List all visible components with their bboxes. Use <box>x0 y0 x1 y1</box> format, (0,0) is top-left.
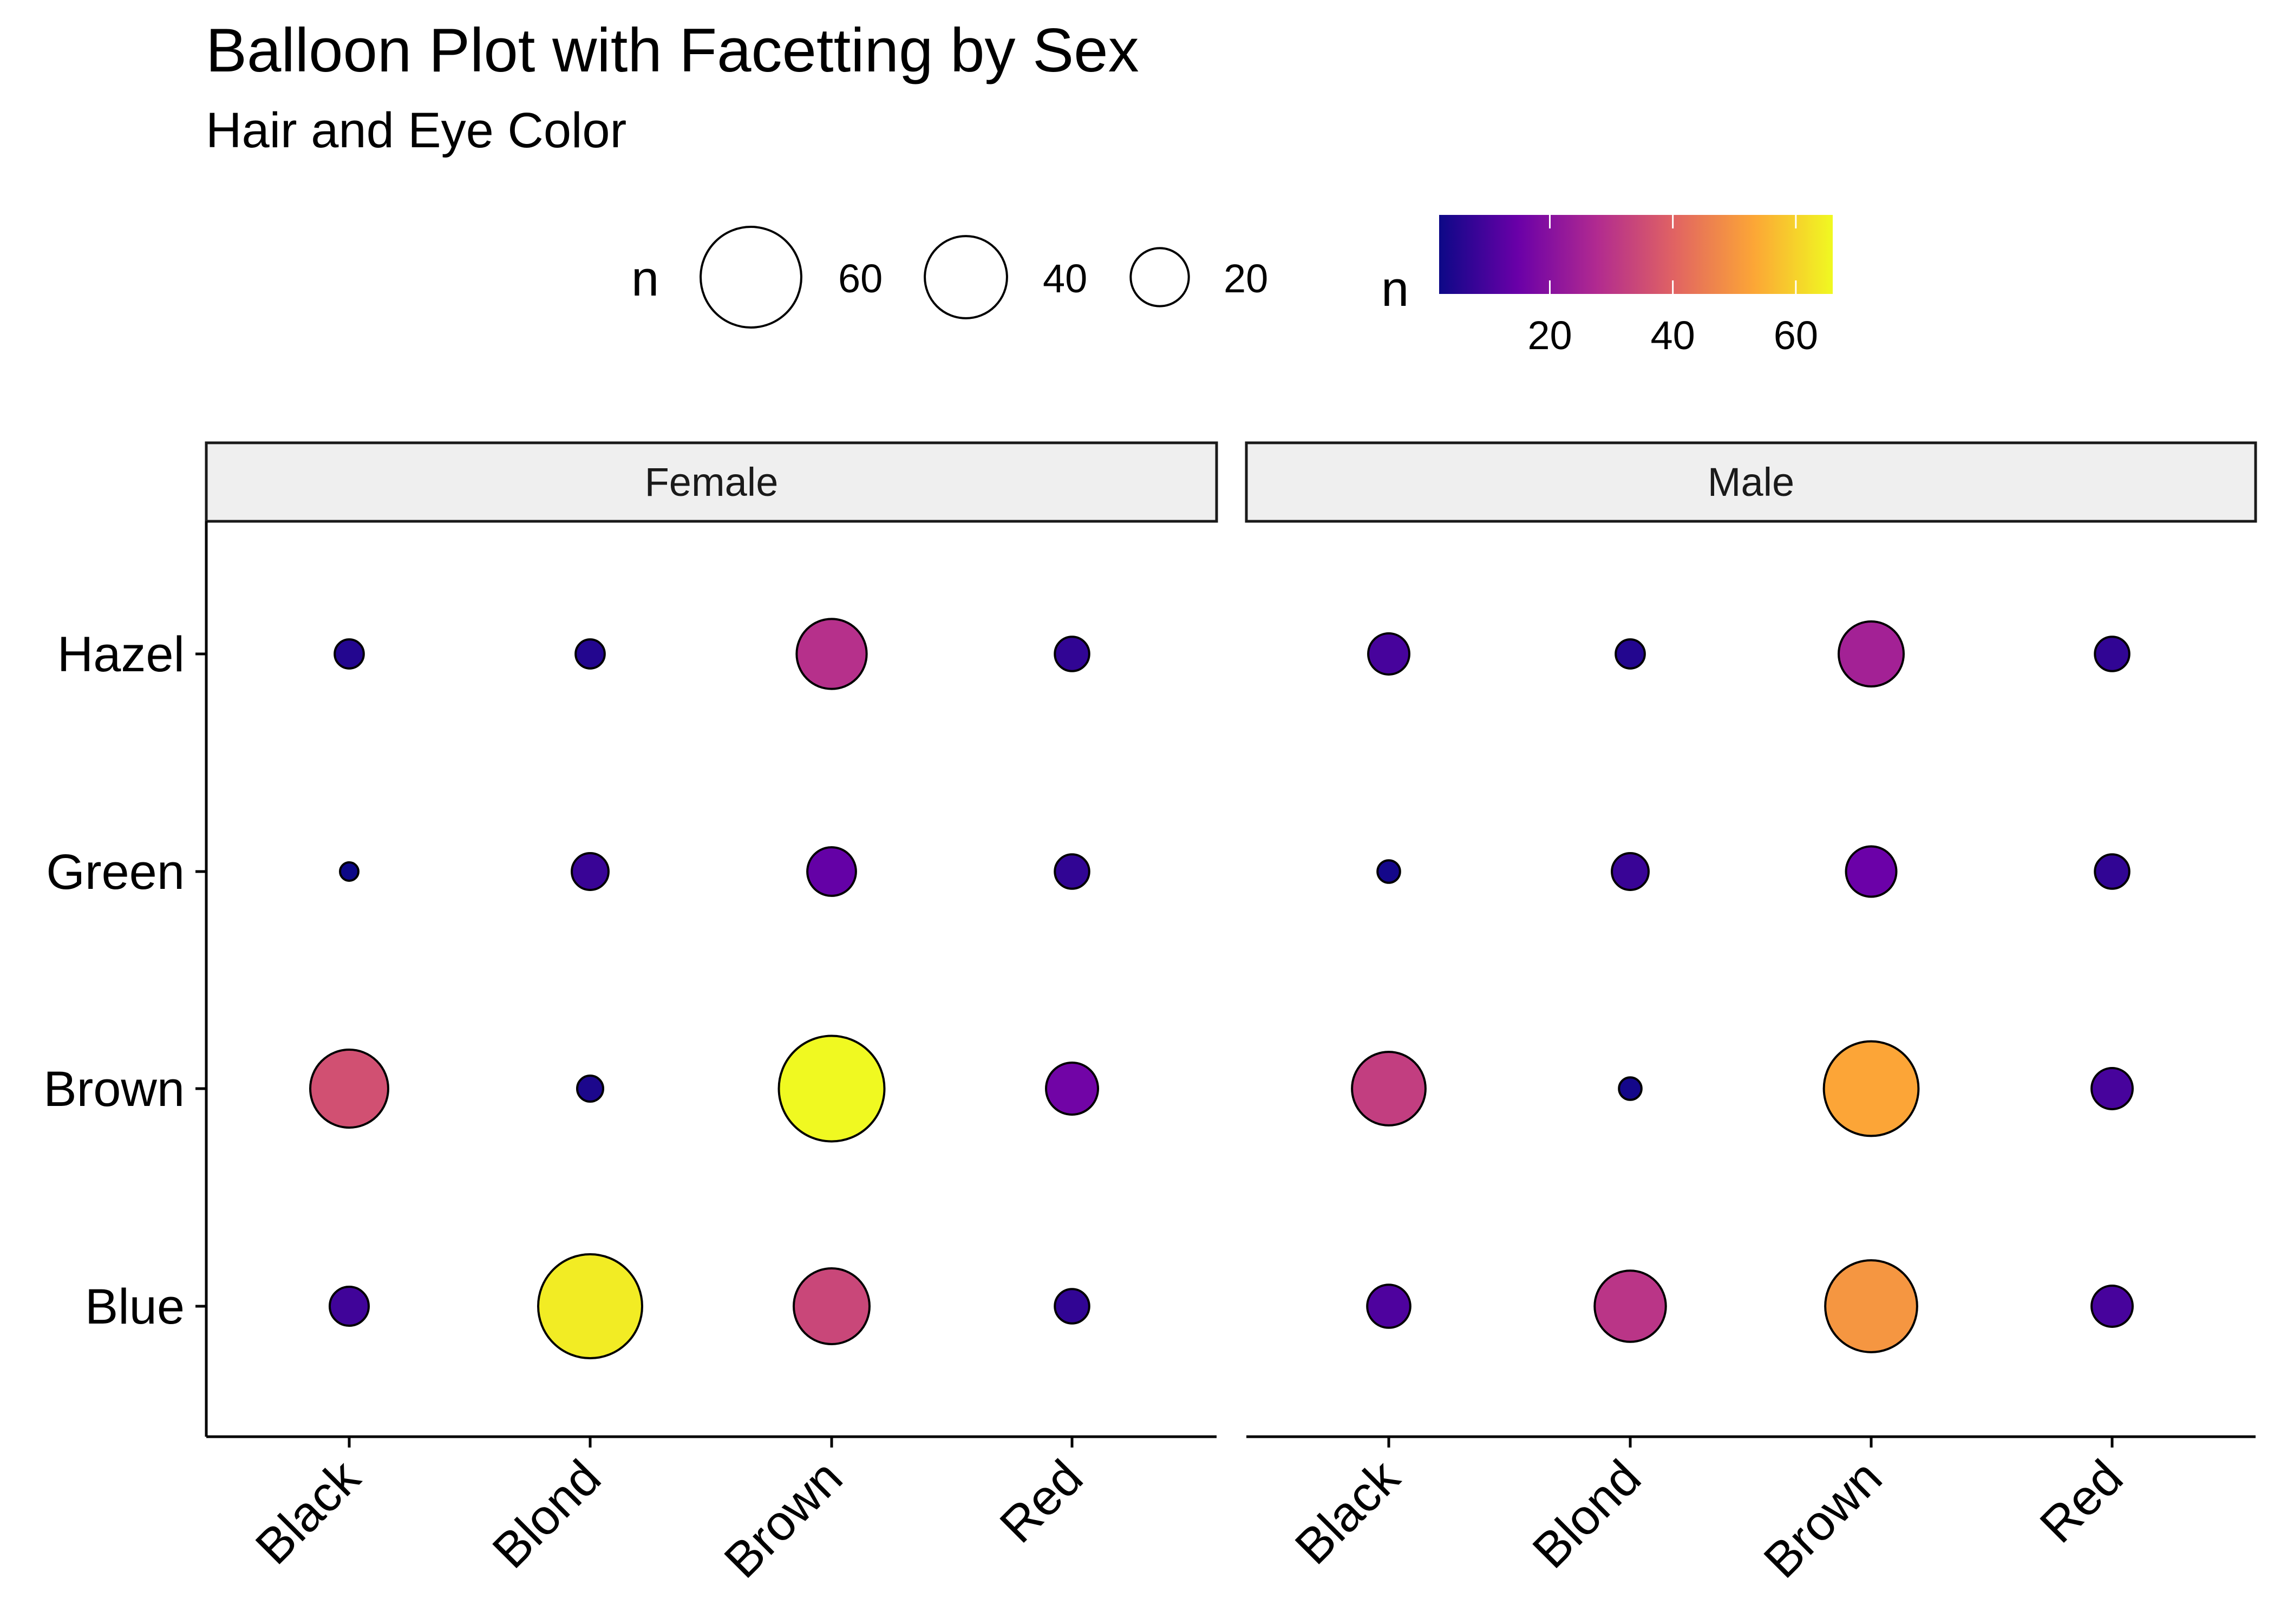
color-bar <box>1439 215 1833 294</box>
x-tick-label-black: Black <box>1285 1449 1410 1575</box>
balloon-female-blond-hazel <box>574 638 606 670</box>
balloon-male-black-hazel <box>1367 632 1410 676</box>
facet-strip <box>205 441 1218 523</box>
y-tick-label-blue: Blue <box>85 1279 185 1334</box>
chart-title: Balloon Plot with Facetting by Sex <box>206 16 1139 85</box>
color-legend-label-60: 60 <box>1774 313 1818 358</box>
facet-strip <box>1245 441 2257 523</box>
y-tick-label-brown: Brown <box>43 1062 185 1117</box>
balloon-male-brown-brown <box>1822 1040 1920 1137</box>
balloon-male-brown-green <box>1845 845 1898 898</box>
size-legend: n 60 40 20 <box>631 226 1268 329</box>
x-tick-label-brown: Brown <box>1754 1450 1893 1589</box>
balloon-male-red-brown <box>2090 1067 2134 1110</box>
balloon-female-red-green <box>1054 853 1090 890</box>
facet-panel-female: Female Blue Brown Green Hazel Black Blond Brown… <box>43 441 1218 1589</box>
size-legend-circle-60 <box>700 226 802 329</box>
color-legend-title: n <box>1381 261 1409 317</box>
size-legend-label-40: 40 <box>1043 256 1087 301</box>
color-legend: n 20 40 60 <box>1381 215 1833 358</box>
x-tick-label-black: Black <box>245 1449 371 1575</box>
x-tick-label-blond: Blond <box>482 1450 612 1579</box>
balloon-female-brown-blue <box>793 1267 871 1345</box>
balloon-female-red-hazel <box>1054 636 1090 672</box>
balloon-male-black-blue <box>1366 1284 1412 1329</box>
balloon-male-blond-brown <box>1618 1076 1643 1101</box>
facet-strip-label: Female <box>645 460 779 505</box>
balloon-female-brown-hazel <box>795 618 868 690</box>
balloon-male-black-green <box>1376 859 1401 884</box>
size-legend-label-60: 60 <box>838 256 883 301</box>
balloon-female-brown-brown <box>777 1034 886 1143</box>
balloon-female-blond-blue <box>537 1253 643 1359</box>
balloon-female-red-brown <box>1045 1062 1099 1116</box>
balloon-female-black-green <box>339 861 360 882</box>
color-legend-label-40: 40 <box>1651 313 1695 358</box>
facet-strip-label: Male <box>1708 460 1794 505</box>
balloon-female-brown-green <box>806 846 857 897</box>
x-tick-label-brown: Brown <box>714 1450 853 1589</box>
size-legend-title: n <box>631 251 659 306</box>
chart-subtitle: Hair and Eye Color <box>206 103 626 158</box>
x-tick-label-red: Red <box>2030 1450 2133 1553</box>
balloon-male-red-hazel <box>2094 636 2131 672</box>
size-legend-label-20: 20 <box>1224 256 1268 301</box>
balloon-female-black-hazel <box>334 638 365 670</box>
balloon-male-blond-hazel <box>1615 638 1646 670</box>
x-tick-label-red: Red <box>990 1450 1093 1553</box>
balloon-female-red-blue <box>1054 1288 1090 1325</box>
balloon-female-black-brown <box>309 1049 389 1129</box>
balloon-male-brown-blue <box>1824 1259 1918 1353</box>
size-legend-circle-20 <box>1129 247 1190 307</box>
y-tick-label-hazel: Hazel <box>57 627 185 682</box>
color-legend-label-20: 20 <box>1527 313 1572 358</box>
size-legend-circle-40 <box>924 235 1008 319</box>
x-tick-label-blond: Blond <box>1522 1450 1652 1579</box>
balloon-male-brown-hazel <box>1838 620 1905 687</box>
balloon-male-black-brown <box>1351 1051 1427 1127</box>
balloon-female-blond-green <box>571 852 610 891</box>
balloon-female-blond-brown <box>576 1075 604 1103</box>
balloon-male-blond-blue <box>1593 1269 1667 1343</box>
balloon-male-red-green <box>2094 853 2131 890</box>
balloon-female-black-blue <box>329 1286 370 1327</box>
y-tick-label-green: Green <box>46 844 185 900</box>
facet-panel-male: Male Black Blond Brown Red <box>1245 441 2257 1589</box>
balloon-male-red-blue <box>2090 1285 2134 1328</box>
balloon-male-blond-green <box>1611 852 1650 891</box>
